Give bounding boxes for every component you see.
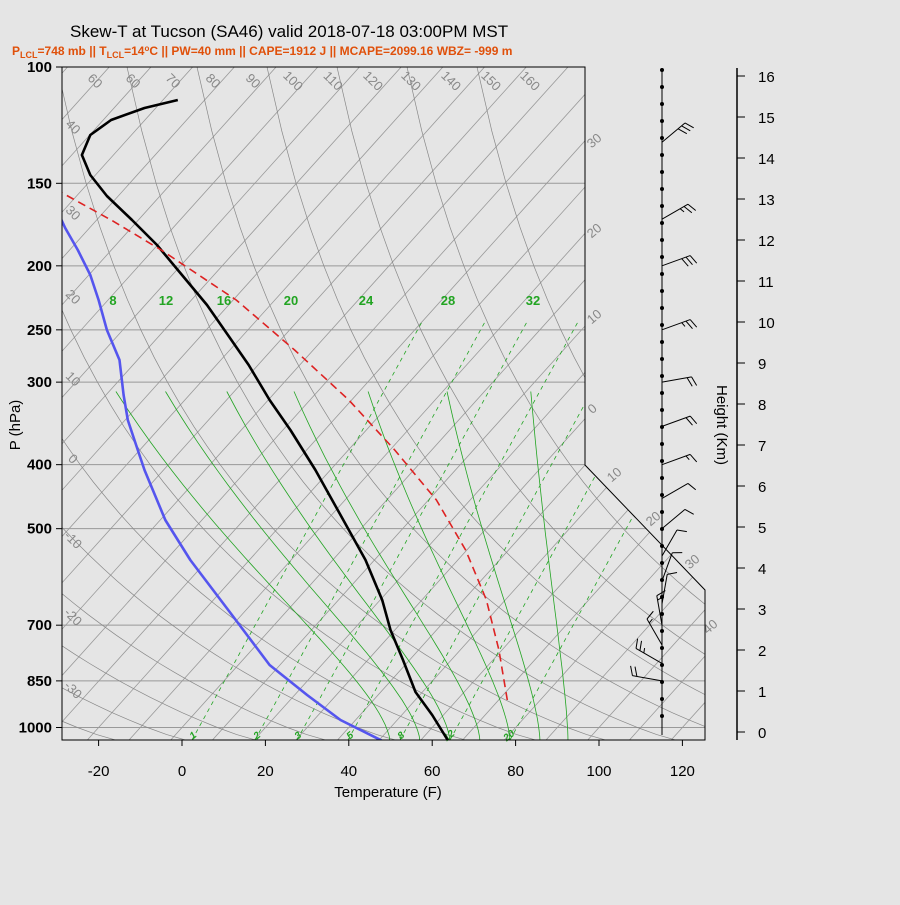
height-tick-label: 11 [758,274,774,291]
height-tick-label: 5 [758,520,766,537]
height-tick-label: 13 [758,192,775,209]
moist-adiabat-label: 16 [217,293,231,308]
height-tick-label: 0 [758,725,766,742]
p-tick-label: 100 [27,59,52,76]
x-tick-label: 120 [670,763,695,780]
barb-level-dot [660,136,664,140]
barb-level-dot [660,102,664,106]
cape-value: 1912 J [290,44,327,58]
moist-adiabat-label: 28 [441,293,455,308]
p-lcl-value: 748 mb [45,44,86,58]
y2-axis-title: Height (Km) [713,385,730,465]
t-lcl-value: 14 [131,44,145,58]
height-tick-label: 8 [758,397,766,414]
height-tick-label: 7 [758,438,766,455]
barb-level-dot [660,204,664,208]
x-tick-label: 80 [507,763,524,780]
barb-level-dot [660,493,664,497]
x-tick-label: 0 [178,763,186,780]
chart-title: Skew-T at Tucson (SA46) valid 2018-07-18… [70,22,508,41]
p-tick-label: 400 [27,457,52,474]
moist-adiabat-label: 8 [109,293,116,308]
x-tick-label: 100 [586,763,611,780]
x-axis-title: Temperature (F) [334,784,442,801]
p-tick-label: 500 [27,521,52,538]
barb-level-dot [660,391,664,395]
height-tick-label: 1 [758,684,766,701]
barb-level-dot [660,629,664,633]
pw-value: 40 mm [198,44,236,58]
chart-subtitle: PLCL=748 mb || TLCL=14oC || PW=40 mm || … [12,44,512,60]
height-tick-label: 4 [758,561,766,578]
barb-level-dot [660,119,664,123]
barb-level-dot [660,714,664,718]
p-tick-label: 250 [27,322,52,339]
height-tick-label: 10 [758,315,775,332]
barb-level-dot [660,153,664,157]
height-tick-label: 15 [758,110,775,127]
wbz-value: -999 m [474,44,512,58]
barb-level-dot [660,221,664,225]
x-tick-label: 20 [257,763,274,780]
barb-level-dot [660,255,664,259]
barb-level-dot [660,272,664,276]
barb-level-dot [660,68,664,72]
barb-level-dot [660,646,664,650]
height-tick-label: 2 [758,643,766,660]
barb-level-dot [660,561,664,565]
height-tick-label: 14 [758,151,775,168]
height-tick-label: 12 [758,233,775,250]
x-tick-label: -20 [88,763,110,780]
moist-adiabat-label: 12 [159,293,173,308]
p-tick-label: 700 [27,617,52,634]
barb-level-dot [660,306,664,310]
p-tick-label: 1000 [19,720,52,737]
barb-level-dot [660,544,664,548]
moist-adiabat-label: 32 [526,293,540,308]
p-tick-label: 150 [27,175,52,192]
height-tick-label: 16 [758,69,775,86]
barb-level-dot [660,340,664,344]
barb-level-dot [660,408,664,412]
barb-level-dot [660,374,664,378]
barb-level-dot [660,85,664,89]
p-tick-label: 200 [27,258,52,275]
x-tick-label: 40 [340,763,357,780]
height-tick-label: 3 [758,602,766,619]
p-tick-label: 850 [27,673,52,690]
barb-level-dot [660,476,664,480]
barb-level-dot [660,357,664,361]
moist-adiabat-label: 20 [284,293,298,308]
barb-level-dot [660,459,664,463]
height-tick-label: 9 [758,356,766,373]
barb-level-dot [660,238,664,242]
y-axis-title: P (hPa) [7,400,24,451]
barb-level-dot [660,289,664,293]
barb-level-dot [660,663,664,667]
barb-level-dot [660,442,664,446]
p-tick-label: 300 [27,374,52,391]
barb-level-dot [660,323,664,327]
height-tick-label: 6 [758,479,766,496]
barb-level-dot [660,187,664,191]
mcape-value: 2099.16 [390,44,434,58]
barb-level-dot [660,510,664,514]
moist-adiabat-label: 24 [359,293,374,308]
barb-level-dot [660,170,664,174]
x-tick-label: 60 [424,763,441,780]
barb-level-dot [660,697,664,701]
